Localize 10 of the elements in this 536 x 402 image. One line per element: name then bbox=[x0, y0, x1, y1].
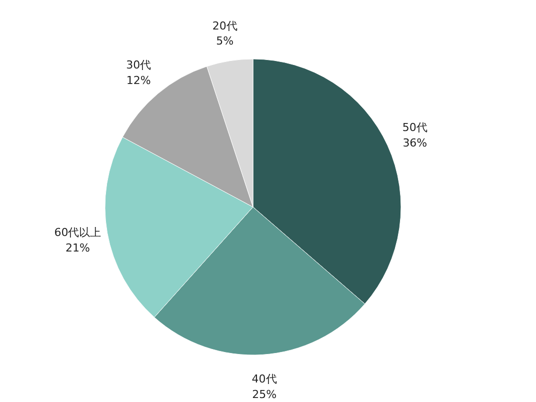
slice-label: 30代 bbox=[126, 58, 152, 72]
data-label: 12% bbox=[126, 74, 151, 88]
data-label: 21% bbox=[65, 241, 90, 254]
data-label: 5% bbox=[216, 34, 234, 48]
data-label: 25% bbox=[252, 388, 277, 402]
data-label: 36% bbox=[402, 136, 428, 150]
slice-label: 40代 bbox=[252, 372, 277, 386]
slice-label: 20代 bbox=[212, 19, 238, 32]
slice-label: 50代 bbox=[402, 121, 428, 134]
slice-label: 60代以上 bbox=[54, 226, 102, 239]
